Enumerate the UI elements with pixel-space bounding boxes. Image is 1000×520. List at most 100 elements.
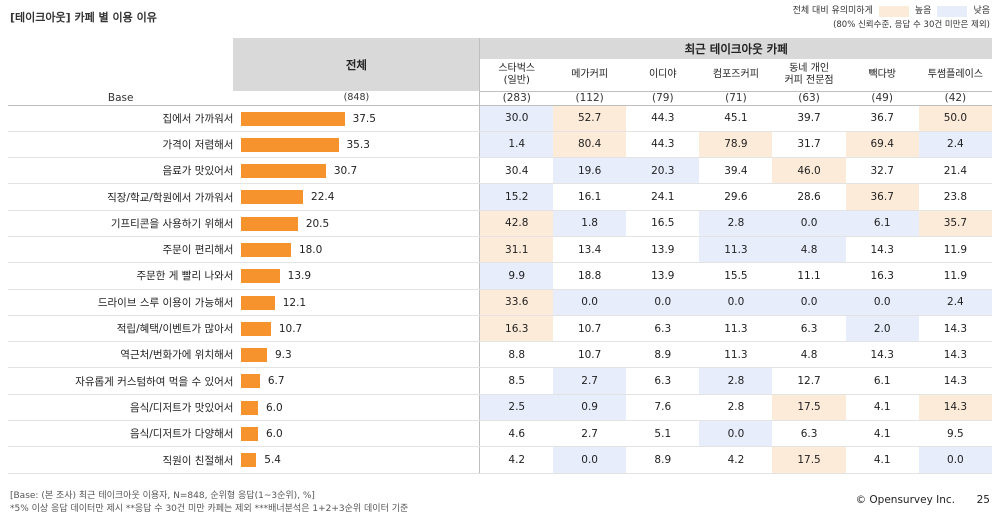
total-cell: 12.1 <box>233 289 481 316</box>
value-cell: 0.0 <box>918 446 992 474</box>
value-cell: 0.0 <box>553 446 627 474</box>
value-cell: 0.0 <box>553 289 627 316</box>
table-row: 음료가 맛있어서 30.7 30.4 19.6 20.3 39.4 46.0 32.7 21.4 <box>8 157 992 185</box>
total-value: 13.9 <box>287 270 312 283</box>
value-cell: 4.2 <box>699 446 773 474</box>
total-value: 6.0 <box>265 401 283 414</box>
value-cell: 33.6 <box>479 289 554 316</box>
value-cell: 11.3 <box>699 341 773 369</box>
total-value: 22.4 <box>311 191 335 204</box>
value-cell: 2.5 <box>479 394 554 422</box>
total-bar <box>241 269 280 284</box>
value-cell: 19.6 <box>553 157 627 185</box>
cafe-header-3: 컴포즈커피 <box>699 59 773 92</box>
value-cell: 13.4 <box>553 236 627 264</box>
value-cell: 2.7 <box>553 420 627 448</box>
base-cafe-3: (71) <box>699 91 773 106</box>
cafe-header-4: 동네 개인 커피 전문점 <box>772 59 846 92</box>
value-cell: 36.7 <box>845 105 919 132</box>
value-cell: 6.3 <box>626 315 700 343</box>
total-cell: 20.5 <box>233 210 481 237</box>
table-row: 주문한 게 빨리 나와서 13.9 9.9 18.8 13.9 15.5 11.1 16.3 1… <box>8 262 992 290</box>
reason-label: 주문이 편리해서 <box>8 236 234 264</box>
reason-label: 자유롭게 커스텀하여 먹을 수 있어서 <box>8 367 234 395</box>
value-cell: 14.3 <box>918 341 992 369</box>
total-bar <box>241 164 326 179</box>
value-cell: 39.4 <box>699 157 773 185</box>
reason-label: 적립/혜택/이벤트가 많아서 <box>8 315 234 343</box>
table-row: 음식/디저트가 다양해서 6.0 4.6 2.7 5.1 0.0 6.3 4.1 9.5 <box>8 420 992 448</box>
value-cell: 0.0 <box>845 289 919 316</box>
significance-legend: 전체 대비 유의미하게 높음 낮음 (80% 신뢰수준, 응답 수 30건 미만… <box>793 4 990 32</box>
value-cell: 8.9 <box>626 446 700 474</box>
reason-label: 가격이 저렴해서 <box>8 131 234 159</box>
value-cell: 24.1 <box>626 183 700 211</box>
footer-line-1: [Base: (본 조사) 최근 테이크아웃 이용자, N=848, 순위형 응… <box>10 491 315 501</box>
legend-high-label: 높음 <box>914 6 932 16</box>
value-cell: 16.3 <box>479 315 554 343</box>
value-cell: 0.0 <box>699 289 773 316</box>
value-cell: 16.5 <box>626 210 700 237</box>
value-cell: 11.1 <box>772 262 846 290</box>
total-value: 35.3 <box>346 138 370 151</box>
total-bar <box>241 242 291 257</box>
value-cell: 2.0 <box>845 315 919 343</box>
reason-label: 직원이 친절해서 <box>8 446 234 474</box>
base-cafe-1: (112) <box>553 91 627 106</box>
value-cell: 2.8 <box>699 210 773 237</box>
total-cell: 22.4 <box>233 183 481 211</box>
value-cell: 0.0 <box>626 289 700 316</box>
table-row: 직원이 친절해서 5.4 4.2 0.0 8.9 4.2 17.5 4.1 0.0 <box>8 446 992 474</box>
total-cell: 6.7 <box>233 367 481 395</box>
value-cell: 2.7 <box>553 367 627 395</box>
base-label: Base <box>8 91 234 106</box>
value-cell: 16.1 <box>553 183 627 211</box>
value-cell: 23.8 <box>918 183 992 211</box>
reason-label: 드라이브 스루 이용이 가능해서 <box>8 289 234 316</box>
table-row: 직장/학교/학원에서 가까워서 22.4 15.2 16.1 24.1 29.6 28.6 3… <box>8 183 992 211</box>
total-bar <box>241 190 304 205</box>
value-cell: 18.8 <box>553 262 627 290</box>
value-cell: 2.8 <box>699 367 773 395</box>
value-cell: 28.6 <box>772 183 846 211</box>
base-cafe-0: (283) <box>479 91 554 106</box>
total-value: 6.7 <box>267 375 285 388</box>
total-value: 6.0 <box>265 428 283 441</box>
value-cell: 17.5 <box>772 446 846 474</box>
value-cell: 13.9 <box>626 236 700 264</box>
total-cell: 6.0 <box>233 394 481 422</box>
value-cell: 4.2 <box>479 446 554 474</box>
footer-notes: [Base: (본 조사) 최근 테이크아웃 이용자, N=848, 순위형 응… <box>10 490 408 516</box>
reason-table: 전체 최근 테이크아웃 카페 스타벅스 (일반) 메가커피 이디야 컴포즈커피 동네 개… <box>8 38 992 474</box>
legend-low-label: 낮음 <box>973 6 990 16</box>
value-cell: 35.7 <box>918 210 992 237</box>
value-cell: 1.4 <box>479 131 554 159</box>
value-cell: 31.1 <box>479 236 554 264</box>
value-cell: 5.1 <box>626 420 700 448</box>
table-row: 기프티콘을 사용하기 위해서 20.5 42.8 1.8 16.5 2.8 0.0 6.1 35… <box>8 210 992 237</box>
total-bar <box>241 137 339 152</box>
total-bar <box>241 321 271 336</box>
value-cell: 29.6 <box>699 183 773 211</box>
value-cell: 39.7 <box>772 105 846 132</box>
total-bar <box>241 295 275 310</box>
value-cell: 44.3 <box>626 131 700 159</box>
reason-label: 기프티콘을 사용하기 위해서 <box>8 210 234 237</box>
value-cell: 7.6 <box>626 394 700 422</box>
total-value: 30.7 <box>333 165 358 178</box>
value-cell: 6.3 <box>626 367 700 395</box>
legend-low-swatch <box>937 5 968 17</box>
value-cell: 8.9 <box>626 341 700 369</box>
value-cell: 69.4 <box>845 131 919 159</box>
value-cell: 80.4 <box>553 131 627 159</box>
reason-label: 음식/디저트가 맛있어서 <box>8 394 234 422</box>
value-cell: 4.1 <box>845 446 919 474</box>
value-cell: 50.0 <box>918 105 992 132</box>
value-cell: 17.5 <box>772 394 846 422</box>
reason-label: 음식/디저트가 다양해서 <box>8 420 234 448</box>
footer-line-2: *5% 이상 응답 데이터만 제시 **응답 수 30건 미만 카페는 제외 *… <box>10 504 409 514</box>
brand-copyright: © Opensurvey Inc. <box>855 494 955 506</box>
total-cell: 10.7 <box>233 315 481 343</box>
value-cell: 11.3 <box>699 236 773 264</box>
cafe-header-5: 빽다방 <box>845 59 919 92</box>
